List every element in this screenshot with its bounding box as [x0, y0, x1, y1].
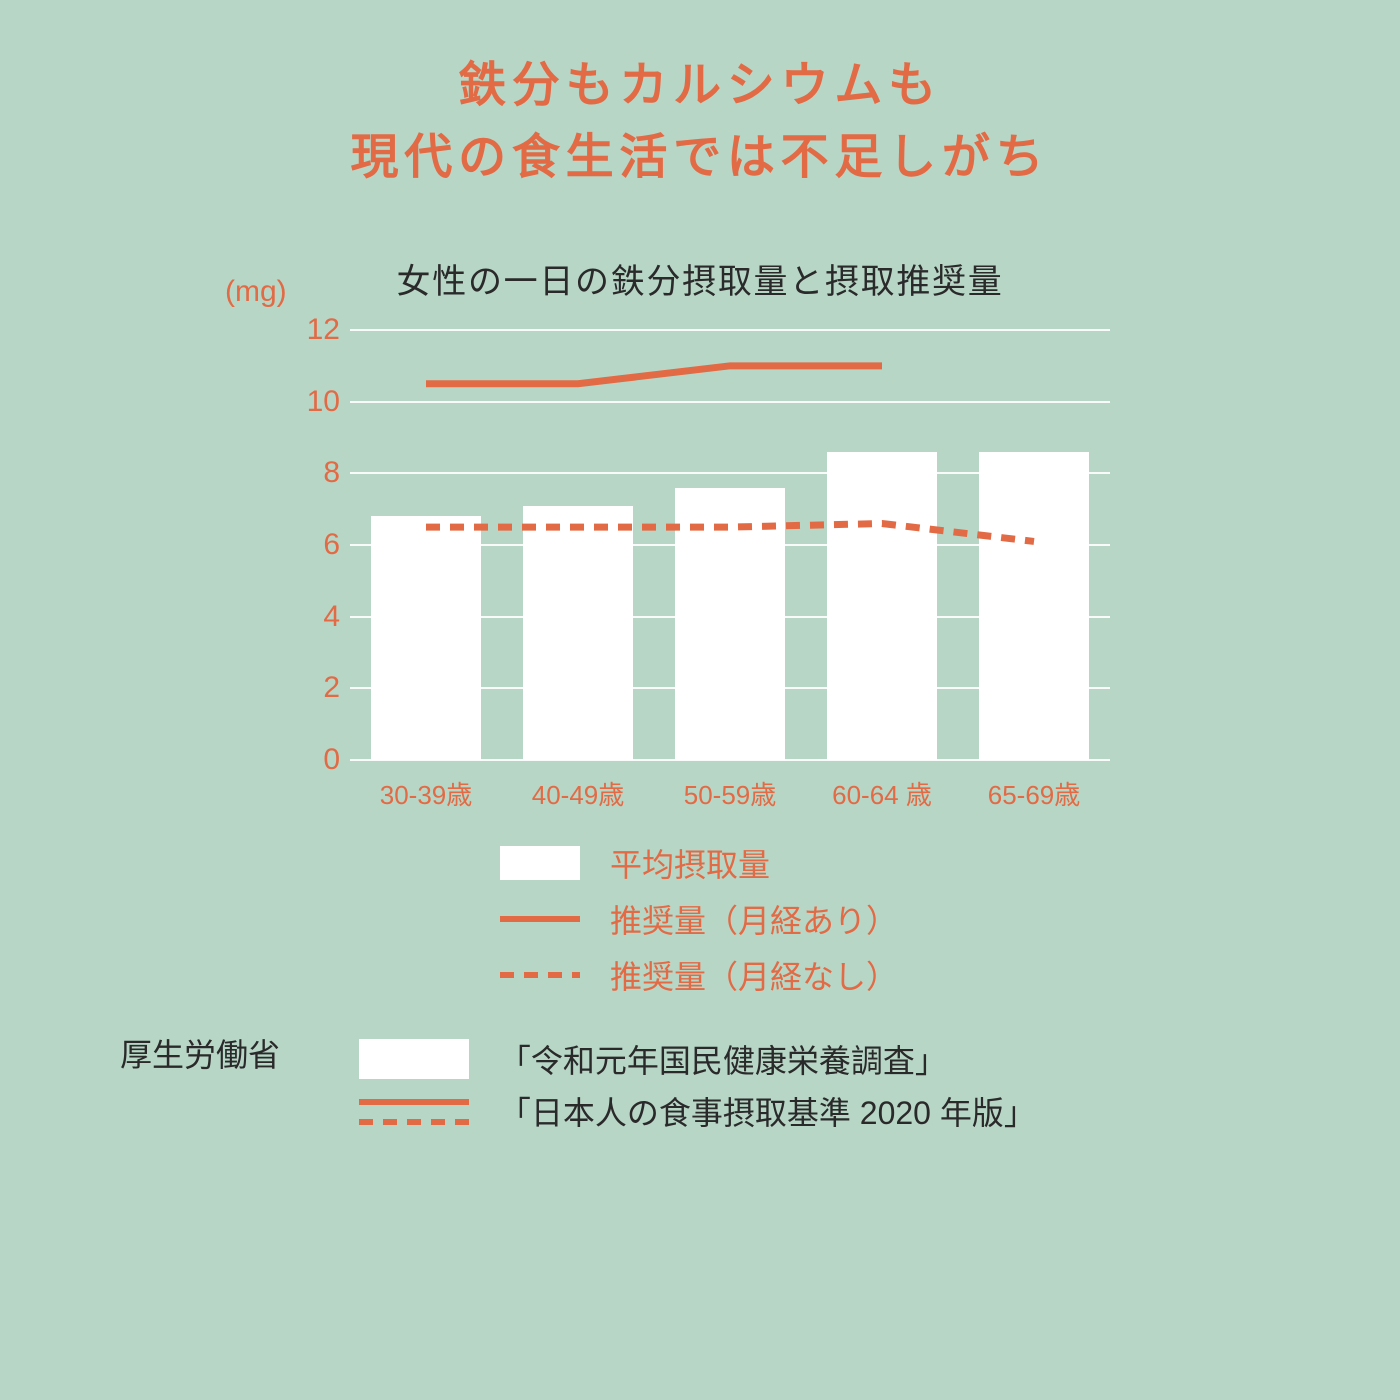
title-line-2: 現代の食生活では不足しがち — [0, 122, 1400, 194]
recommended-line-solid — [426, 366, 882, 384]
legend-item-solid: 推奨量（月経あり） — [500, 896, 898, 942]
source-org-label: 厚生労働省 — [120, 1030, 350, 1076]
source-row-bar: 「令和元年国民健康栄養調査」 — [359, 1036, 1036, 1082]
legend-swatch-bar — [500, 846, 580, 880]
title-line-1: 鉄分もカルシウムも — [0, 50, 1400, 122]
legend-label-dashed: 推奨量（月経なし） — [610, 952, 898, 998]
y-tick-label: 8 — [290, 456, 340, 490]
y-axis-unit: (mg) — [225, 275, 287, 309]
legend-item-bar: 平均摂取量 — [500, 840, 898, 886]
source-text-lines: 「日本人の食事摂取基準 2020 年版」 — [499, 1088, 1036, 1134]
y-tick-label: 6 — [290, 528, 340, 562]
legend-item-dashed: 推奨量（月経なし） — [500, 952, 898, 998]
main-title: 鉄分もカルシウムも 現代の食生活では不足しがち — [0, 0, 1400, 194]
chart-area: 024681012 — [290, 330, 1110, 760]
x-tick-label: 65-69歳 — [959, 775, 1109, 812]
legend-label-bar: 平均摂取量 — [610, 840, 770, 886]
legend-swatch-solid-line — [500, 916, 580, 922]
source-legend: 厚生労働省 「令和元年国民健康栄養調査」 「日本人の食事摂取基準 2020 年版… — [120, 1030, 1036, 1140]
recommended-line-dashed — [426, 524, 1034, 542]
lines-overlay — [350, 330, 1110, 760]
y-tick-label: 10 — [290, 385, 340, 419]
legend-swatch-dashed-line — [500, 972, 580, 978]
x-axis-labels: 30-39歳40-49歳50-59歳60-64 歳65-69歳 — [350, 775, 1110, 812]
source-row-lines: 「日本人の食事摂取基準 2020 年版」 — [359, 1088, 1036, 1134]
chart-legend: 平均摂取量 推奨量（月経あり） 推奨量（月経なし） — [500, 830, 898, 1008]
y-tick-label: 2 — [290, 671, 340, 705]
x-tick-label: 50-59歳 — [655, 775, 805, 812]
x-tick-label: 40-49歳 — [503, 775, 653, 812]
source-swatch-lines — [359, 1091, 469, 1131]
source-swatch-bar — [359, 1039, 469, 1079]
source-text-bar: 「令和元年国民健康栄養調査」 — [499, 1036, 947, 1082]
y-tick-label: 4 — [290, 600, 340, 634]
plot-area — [350, 330, 1110, 760]
x-tick-label: 30-39歳 — [351, 775, 501, 812]
y-tick-label: 0 — [290, 743, 340, 777]
legend-label-solid: 推奨量（月経あり） — [610, 896, 898, 942]
y-tick-label: 12 — [290, 313, 340, 347]
chart-title: 女性の一日の鉄分摂取量と摂取推奨量 — [0, 254, 1400, 303]
x-tick-label: 60-64 歳 — [807, 775, 957, 812]
